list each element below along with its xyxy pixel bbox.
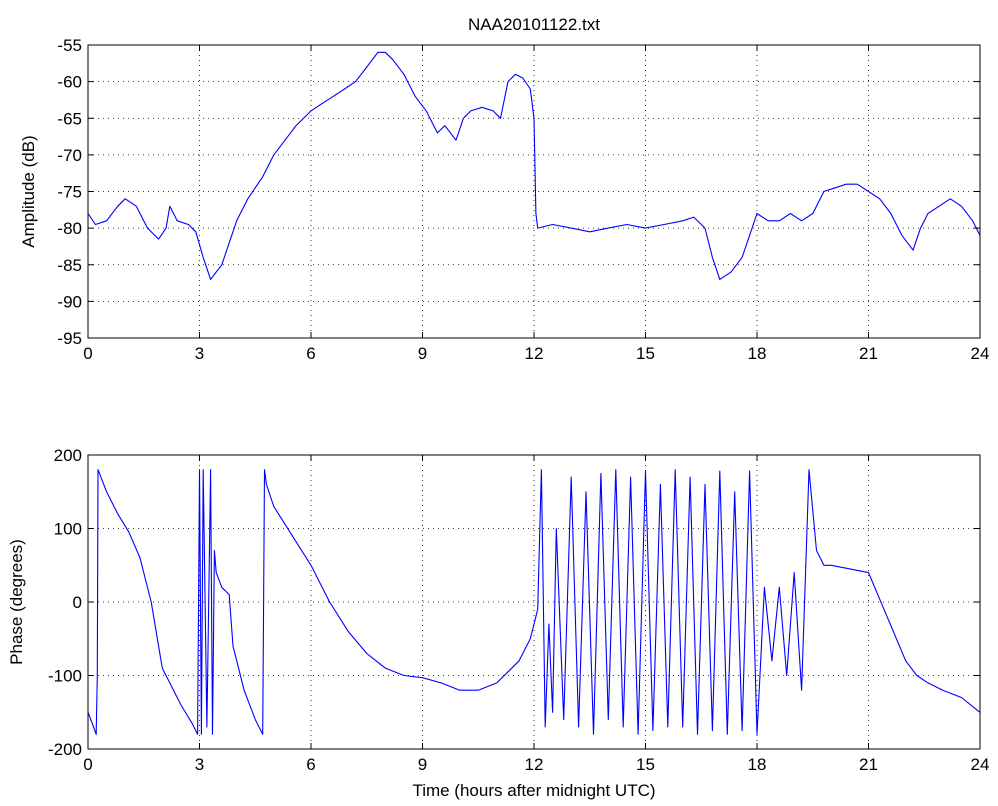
time-x-axis-label: Time (hours after midnight UTC) [412, 781, 655, 800]
phase-x-tick-label: 3 [195, 755, 204, 774]
amplitude-x-tick-label: 12 [525, 344, 544, 363]
amplitude-x-tick-label: 24 [971, 344, 990, 363]
amplitude-y-tick-label: -70 [57, 146, 82, 165]
phase-y-tick-label: 100 [54, 520, 82, 539]
phase-axes: 0 3 6 9 12 15 18 21 24 -200 -100 0 100 200 Phase (deg… [7, 446, 989, 800]
phase-x-tick-label: 0 [83, 755, 92, 774]
amplitude-x-tick-label: 18 [748, 344, 767, 363]
amplitude-axes: 0 3 6 9 12 15 18 21 24 -95 -90 -85 -80 -75 -70 -65 -60 -5… [19, 36, 989, 363]
phase-y-tick-label: 200 [54, 446, 82, 465]
phase-y-axis-label: Phase (degrees) [7, 539, 26, 665]
amplitude-x-tick-label: 9 [418, 344, 427, 363]
phase-x-tick-label: 18 [748, 755, 767, 774]
amplitude-y-tick-label: -90 [57, 292, 82, 311]
amplitude-x-tick-label: 3 [195, 344, 204, 363]
amplitude-x-tick-label: 0 [83, 344, 92, 363]
amplitude-series-line [87, 51, 981, 280]
amplitude-y-tick-label: -85 [57, 256, 82, 275]
phase-series-line [87, 469, 981, 735]
amplitude-y-tick-label: -95 [57, 329, 82, 348]
amplitude-x-tick-label: 6 [306, 344, 315, 363]
phase-y-tick-label: 0 [73, 593, 82, 612]
phase-x-tick-label: 9 [418, 755, 427, 774]
amplitude-y-tick-label: -75 [57, 183, 82, 202]
phase-y-tick-label: -200 [48, 740, 82, 759]
amplitude-y-tick-label: -65 [57, 109, 82, 128]
amplitude-x-tick-label: 15 [636, 344, 655, 363]
amplitude-y-axis-label: Amplitude (dB) [19, 135, 38, 247]
amplitude-y-tick-label: -55 [57, 36, 82, 55]
phase-x-tick-label: 24 [971, 755, 990, 774]
amplitude-y-tick-label: -80 [57, 219, 82, 238]
phase-series [87, 469, 981, 735]
phase-y-tick-label: -100 [48, 667, 82, 686]
amplitude-y-tick-label: -60 [57, 73, 82, 92]
phase-x-tick-label: 6 [306, 755, 315, 774]
phase-x-tick-label: 12 [525, 755, 544, 774]
phase-ticks: 0 3 6 9 12 15 18 21 24 -200 -100 0 100 200 [48, 446, 989, 774]
chart-title: NAA20101122.txt [468, 15, 600, 34]
phase-x-tick-label: 15 [636, 755, 655, 774]
amplitude-x-tick-label: 21 [859, 344, 878, 363]
amplitude-series [87, 51, 981, 280]
phase-grid [88, 455, 980, 749]
phase-x-tick-label: 21 [859, 755, 878, 774]
amplitude-grid [88, 45, 980, 338]
amplitude-ticks: 0 3 6 9 12 15 18 21 24 -95 -90 -85 -80 -75 -70 -65 -60 -5… [57, 36, 989, 363]
